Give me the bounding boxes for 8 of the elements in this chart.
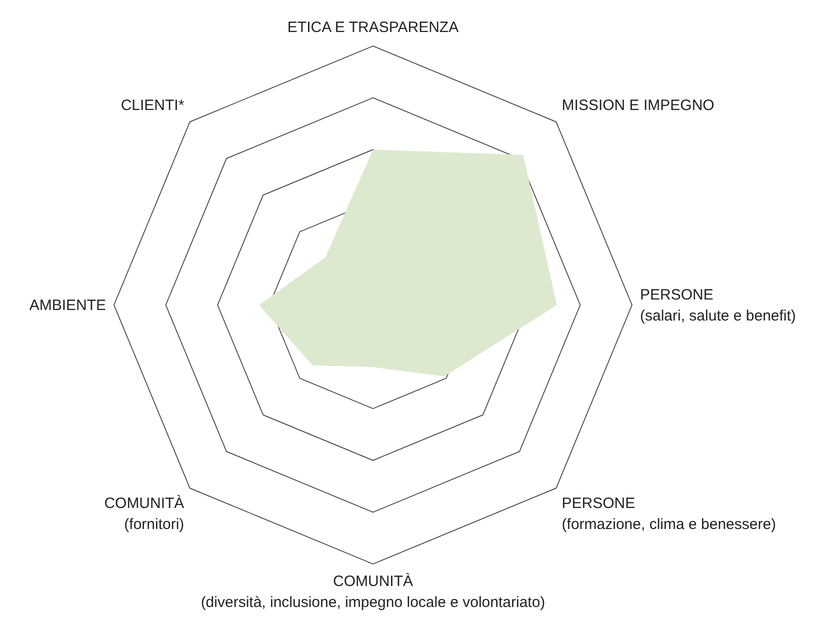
spoke-label: AMBIENTE [29, 297, 106, 314]
spoke-label: PERSONE (formazione, clima e benessere) [562, 494, 776, 533]
spoke-label: CLIENTI* [120, 97, 184, 114]
spoke-label: ETICA E TRASPARENZA [287, 19, 459, 36]
spoke-label: MISSION E IMPEGNO [562, 97, 714, 114]
spoke-label: PERSONE (salari, salute e benefit) [640, 286, 796, 324]
spoke-label: COMUNITÀ (diversità, inclusione, impegno locale e volontariato) [200, 572, 546, 611]
spoke-label: COMUNITÀ (fornitori) [104, 494, 184, 533]
